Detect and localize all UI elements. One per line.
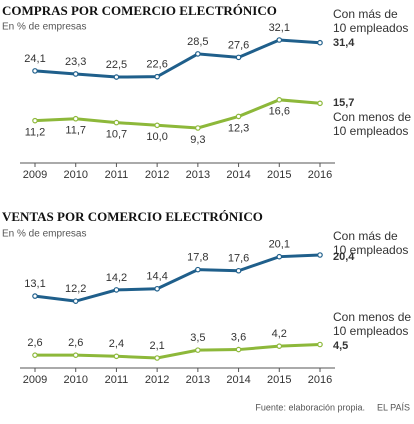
source: Fuente: elaboración propia. (255, 402, 365, 412)
point (32, 68, 38, 74)
point (195, 347, 201, 353)
point (72, 352, 79, 358)
point (276, 97, 283, 103)
point (154, 355, 160, 361)
value-label: 17,6 (228, 253, 249, 265)
value-label: 3,5 (190, 332, 205, 344)
point (235, 267, 242, 274)
point (154, 73, 160, 80)
point (154, 122, 160, 129)
legend-label: Con más de 10 empleados (333, 7, 409, 35)
series-line (34, 98, 321, 130)
chart-title: COMPRAS POR COMERCIO ELECTRÓNICO (2, 3, 277, 18)
end-value-label: 20,4 (333, 251, 355, 263)
x-tick-label: 2009 (23, 374, 47, 386)
value-label: 11,7 (65, 125, 86, 137)
chart-subtitle: En % de empresas (2, 229, 87, 240)
x-tick-label: 2010 (63, 169, 87, 181)
point (32, 352, 38, 358)
point (154, 285, 160, 292)
value-label: 2,6 (68, 337, 83, 349)
point (317, 341, 323, 348)
value-label: 3,6 (231, 331, 246, 343)
point (72, 115, 79, 122)
point (113, 74, 120, 80)
value-label: 17,8 (187, 252, 208, 264)
series-line (34, 253, 321, 303)
value-label: 14,2 (106, 272, 127, 284)
point (195, 266, 201, 273)
point (195, 51, 201, 57)
value-label: 27,6 (228, 39, 249, 51)
x-tick-label: 2010 (63, 374, 87, 386)
point (235, 113, 242, 120)
x-tick-label: 2013 (186, 169, 210, 181)
value-label: 20,1 (269, 239, 290, 251)
point (113, 119, 120, 126)
value-label: 28,5 (187, 36, 208, 48)
point (276, 37, 283, 43)
value-label: 10,0 (146, 131, 167, 143)
x-tick-label: 2016 (308, 374, 332, 386)
x-tick-label: 2009 (23, 169, 47, 181)
value-label: 32,1 (269, 22, 290, 34)
value-label: 13,1 (24, 278, 45, 290)
point (195, 125, 201, 131)
value-label: 11,2 (25, 127, 46, 139)
value-label: 9,3 (190, 134, 205, 146)
x-tick-label: 2013 (186, 374, 210, 386)
legend-label: Con menos de 10 empleados (333, 110, 412, 138)
value-label: 12,3 (228, 122, 249, 134)
point (113, 353, 120, 360)
point (276, 253, 283, 260)
x-tick-label: 2015 (267, 374, 291, 386)
value-label: 2,4 (109, 338, 124, 350)
end-value-label: 15,7 (333, 97, 354, 109)
point (72, 298, 79, 304)
value-label: 24,1 (24, 53, 45, 65)
x-tick-label: 2014 (226, 169, 250, 181)
value-label: 12,2 (65, 283, 86, 295)
value-label: 23,3 (65, 56, 86, 68)
chart-subtitle: En % de empresas (2, 22, 87, 33)
x-tick-label: 2012 (145, 374, 169, 386)
value-label: 14,4 (146, 271, 167, 283)
value-label: 10,7 (106, 129, 127, 141)
x-tick-label: 2016 (308, 169, 332, 181)
chart-title: VENTAS POR COMERCIO ELECTRÓNICO (2, 209, 263, 224)
end-value-label: 4,5 (333, 340, 348, 352)
value-label: 22,5 (106, 59, 127, 71)
x-tick-label: 2011 (105, 374, 129, 386)
point (317, 100, 323, 107)
point (317, 39, 323, 46)
point (235, 54, 242, 61)
value-label: 4,2 (272, 328, 287, 340)
point (276, 343, 283, 349)
x-tick-label: 2011 (105, 169, 129, 181)
value-label: 16,6 (269, 106, 290, 118)
point (317, 252, 323, 258)
value-label: 22,6 (146, 59, 167, 71)
point (32, 293, 38, 299)
point (32, 117, 38, 124)
x-tick-label: 2014 (226, 374, 250, 386)
x-tick-label: 2015 (267, 169, 291, 181)
point (235, 346, 242, 353)
legend-label: Con menos de 10 empleados (333, 310, 412, 338)
value-label: 2,1 (149, 340, 164, 352)
value-label: 2,6 (27, 337, 42, 349)
point (72, 71, 79, 77)
series-line (34, 38, 321, 79)
x-tick-label: 2012 (145, 169, 169, 181)
point (113, 287, 120, 293)
brand: EL PAÍS (377, 402, 410, 412)
series-line (35, 342, 321, 360)
legend-label: Con más de 10 empleados (333, 229, 409, 257)
end-value-label: 31,4 (333, 37, 355, 49)
